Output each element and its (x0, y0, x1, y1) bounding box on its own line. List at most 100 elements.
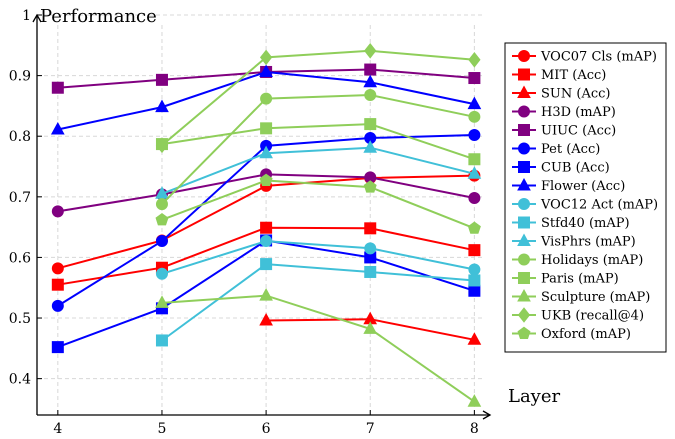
series-2 (51, 221, 481, 291)
legend-marker (517, 85, 531, 98)
legend-item: SUN (Acc) (512, 85, 610, 102)
legend-marker (518, 272, 530, 284)
legend-item: Pet (Acc) (512, 142, 600, 157)
x-tick-label: 7 (366, 421, 375, 437)
data-point (259, 64, 273, 77)
series-line (161, 49, 475, 147)
legend-label: MIT (Acc) (541, 68, 606, 83)
legend-label: Paris (mAP) (541, 272, 619, 287)
y-axis-arrow (32, 13, 42, 23)
data-point (467, 332, 482, 345)
series-line (161, 240, 475, 275)
data-point (260, 258, 273, 271)
legend-label: VisPhrs (mAP) (540, 235, 636, 250)
series-line (161, 294, 475, 403)
y-axis-title: Performance (40, 6, 157, 27)
data-point (155, 198, 168, 211)
legend-marker (518, 68, 530, 81)
data-point (364, 242, 377, 255)
data-point (155, 295, 169, 308)
data-point (260, 221, 273, 234)
y-tick-label: 0.8 (9, 129, 31, 145)
data-point (259, 288, 273, 301)
x-axis-arrow (482, 410, 492, 420)
legend-label: Oxford (mAP) (541, 327, 631, 342)
legend-item: UKB (recall@4) (512, 307, 644, 324)
data-point (364, 265, 377, 278)
legend-marker (518, 198, 530, 210)
legend-item: Oxford (mAP) (512, 326, 631, 342)
data-point (467, 166, 482, 179)
data-point (51, 262, 64, 275)
y-tick-label: 0.6 (9, 250, 31, 266)
legend-marker (517, 233, 531, 246)
series-line (161, 146, 475, 195)
legend-label: VOC12 Act (mAP) (540, 198, 658, 213)
x-tick-label: 8 (470, 421, 479, 437)
data-point (468, 192, 481, 205)
series-16 (155, 173, 481, 234)
legend-label: Flower (Acc) (541, 179, 625, 194)
legend-item: Flower (Acc) (512, 177, 625, 194)
data-point (364, 89, 377, 101)
legend-item: MIT (Acc) (512, 68, 606, 83)
x-axis-title: Layer (508, 386, 561, 407)
legend-box (504, 42, 667, 353)
data-point (468, 263, 481, 276)
legend-label: SUN (Acc) (541, 87, 610, 102)
legend-label: CUB (Acc) (541, 161, 610, 176)
legend-item: VisPhrs (mAP) (512, 233, 636, 250)
legend-item: CUB (Acc) (512, 161, 610, 176)
data-point (155, 267, 168, 280)
legend-marker (518, 50, 530, 62)
data-point (155, 235, 168, 248)
legend-item: VOC07 Cls (mAP) (512, 50, 657, 65)
data-point (155, 212, 169, 226)
series-10 (155, 258, 481, 347)
legend-marker (517, 326, 531, 339)
legend-item: UIUC (Acc) (512, 124, 616, 139)
axes: 4 5 6 7 8 0.4 0.5 0.6 0.7 0.8 0.9 1 (9, 8, 492, 437)
y-tick-label: 0.9 (9, 69, 31, 85)
data-point (467, 221, 481, 234)
data-point (363, 321, 378, 334)
legend: VOC07 Cls (mAP) MIT (Acc) SUN (Acc) H3D (mA… (504, 42, 667, 353)
legend-label: Stfd40 (mAP) (541, 216, 630, 231)
y-tick-label: 0.5 (9, 311, 31, 327)
y-tick-label: 0.7 (9, 190, 31, 206)
legend-marker (518, 216, 530, 229)
series-layer (50, 42, 482, 407)
data-point (363, 180, 377, 193)
data-point (260, 122, 273, 135)
series-8 (50, 64, 482, 135)
legend-marker (518, 124, 530, 136)
legend-label: H3D (mAP) (541, 105, 616, 120)
data-point (260, 235, 273, 248)
data-point (467, 96, 482, 110)
x-tick-label: 4 (53, 421, 62, 437)
data-point (50, 121, 65, 135)
data-point (364, 118, 377, 131)
series-14 (155, 288, 482, 407)
data-point (155, 73, 168, 86)
data-point (155, 334, 168, 347)
data-point (259, 312, 273, 326)
x-tick-label: 5 (158, 421, 167, 437)
data-point (364, 63, 377, 76)
data-point (51, 278, 64, 291)
legend-label: Pet (Acc) (541, 142, 600, 157)
legend-item: Holidays (mAP) (512, 253, 643, 268)
legend-marker (518, 142, 530, 155)
legend-label: UKB (recall@4) (541, 309, 644, 324)
legend-label: UIUC (Acc) (541, 124, 616, 139)
legend-item: Paris (mAP) (512, 272, 619, 287)
legend-item: Sculpture (mAP) (512, 288, 650, 305)
data-point (51, 299, 64, 312)
legend-marker (517, 307, 531, 323)
series-15 (155, 42, 481, 154)
data-point (468, 153, 481, 166)
data-point (259, 173, 273, 186)
data-point (51, 81, 64, 94)
data-point (259, 49, 273, 66)
data-point (260, 92, 273, 105)
